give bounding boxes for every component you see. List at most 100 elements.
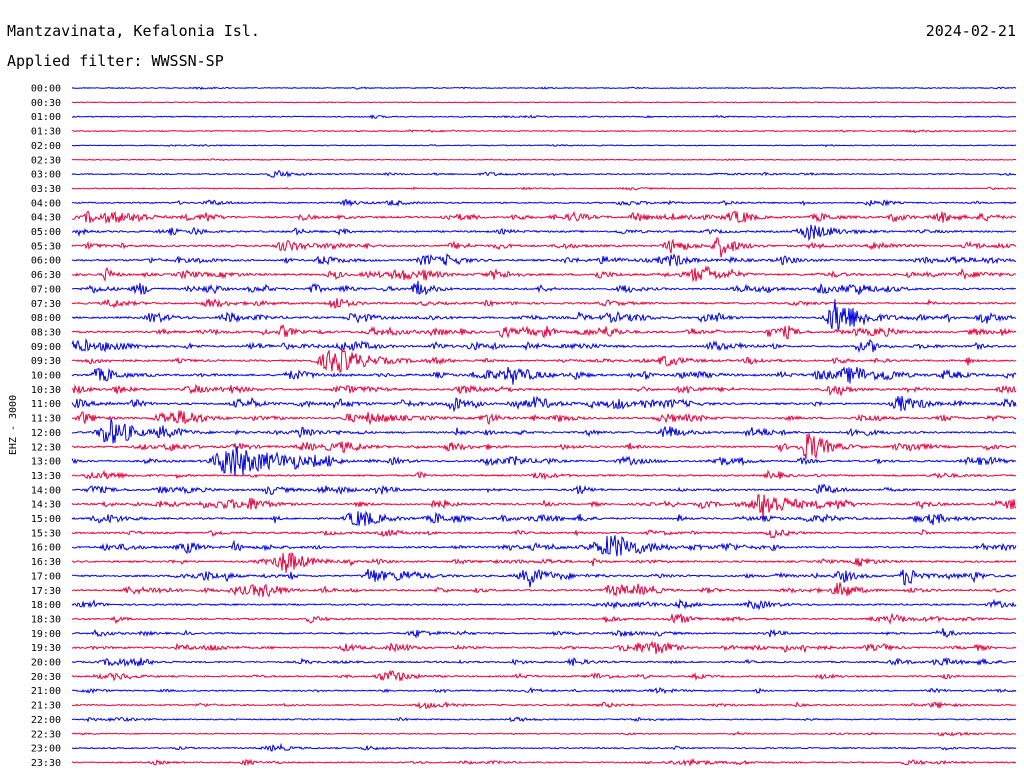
time-tick-label: 10:30 (31, 385, 61, 396)
trace-line-1700 (71, 568, 1017, 588)
trace-line-1200 (71, 418, 1017, 444)
trace-line-1830 (71, 612, 1017, 625)
time-tick-label: 03:00 (31, 170, 61, 181)
trace-line-1330 (71, 469, 1017, 481)
trace-line-0330 (71, 186, 1017, 191)
trace-line-0100 (71, 114, 1017, 120)
time-tick-label: 04:00 (31, 198, 61, 209)
trace-line-0200 (72, 143, 1017, 148)
time-tick-label: 19:00 (31, 629, 61, 640)
time-tick-label: 11:30 (31, 414, 61, 425)
time-tick-label: 15:00 (31, 514, 61, 525)
trace-line-0830 (71, 323, 1017, 340)
seismic-traces (71, 86, 1017, 767)
trace-line-0630 (71, 265, 1016, 283)
time-tick-label: 12:00 (31, 428, 61, 439)
time-tick-label: 05:30 (31, 241, 61, 252)
time-tick-label: 14:00 (31, 485, 61, 496)
time-tick-label: 18:00 (31, 600, 61, 611)
time-tick-label: 13:30 (31, 471, 61, 482)
trace-line-1730 (71, 582, 1017, 598)
channel-label: EHZ - 3000 (8, 395, 19, 455)
trace-line-2100 (71, 686, 1017, 695)
trace-line-1530 (71, 528, 1017, 539)
trace-line-1500 (71, 510, 1017, 526)
time-tick-label: 21:00 (31, 686, 61, 697)
trace-line-1430 (71, 494, 1017, 520)
trace-line-0130 (71, 129, 1017, 134)
trace-line-0600 (71, 252, 1017, 268)
trace-line-1030 (71, 383, 1017, 397)
trace-line-0500 (72, 224, 1017, 242)
time-tick-label: 07:00 (31, 284, 61, 295)
trace-line-2000 (71, 656, 1017, 667)
time-tick-label: 08:30 (31, 327, 61, 338)
time-tick-label: 20:30 (31, 672, 61, 683)
time-tick-label: 20:00 (31, 658, 61, 669)
time-tick-label: 10:00 (31, 371, 61, 382)
time-tick-label: 14:30 (31, 500, 61, 511)
time-tick-label: 19:30 (31, 643, 61, 654)
trace-line-1630 (71, 552, 1017, 573)
time-tick-label: 03:30 (31, 184, 61, 195)
time-tick-label: 23:30 (31, 758, 61, 769)
trace-line-1600 (71, 535, 1017, 557)
time-tick-label: 22:00 (31, 715, 61, 726)
station-title: Mantzavinata, Kefalonia Isl. (7, 22, 260, 40)
trace-line-2330 (71, 758, 1016, 767)
time-tick-label: 00:30 (31, 98, 61, 109)
trace-line-0230 (71, 158, 1017, 161)
time-tick-label: 22:30 (31, 729, 61, 740)
time-tick-label: 01:00 (31, 112, 61, 123)
trace-line-1900 (71, 628, 1017, 639)
time-tick-label: 00:00 (31, 84, 61, 95)
time-tick-label: 18:30 (31, 614, 61, 625)
time-tick-label: 04:30 (31, 213, 61, 224)
trace-line-0030 (72, 101, 1017, 104)
trace-line-2300 (71, 742, 1017, 752)
time-tick-label: 17:00 (31, 571, 61, 582)
time-tick-label: 16:00 (31, 543, 61, 554)
trace-line-0400 (71, 198, 1017, 208)
time-tick-label: 05:00 (31, 227, 61, 238)
trace-line-0430 (72, 210, 1017, 225)
time-tick-label: 06:30 (31, 270, 61, 281)
trace-line-0530 (71, 236, 1017, 258)
trace-line-1000 (71, 366, 1017, 385)
time-tick-label: 02:30 (31, 155, 61, 166)
trace-line-0700 (71, 280, 1017, 296)
trace-line-2130 (72, 701, 1017, 710)
time-tick-label: 02:00 (31, 141, 61, 152)
trace-line-1800 (71, 598, 1017, 611)
time-tick-label: 21:30 (31, 701, 61, 712)
time-tick-label: 16:30 (31, 557, 61, 568)
trace-line-0730 (71, 298, 1017, 309)
trace-line-0000 (71, 86, 1017, 91)
trace-line-2030 (71, 669, 1017, 682)
trace-line-1230 (71, 433, 1017, 460)
trace-line-1400 (71, 483, 1017, 496)
time-tick-label: 13:00 (31, 457, 61, 468)
time-tick-label: 09:30 (31, 356, 61, 367)
trace-line-0900 (71, 337, 1017, 353)
filter-label: Applied filter: WWSSN-SP (7, 52, 224, 70)
time-tick-label: 23:00 (31, 744, 61, 755)
time-tick-label: 11:00 (31, 399, 61, 410)
trace-line-1300 (71, 445, 1017, 477)
time-tick-label: 07:30 (31, 299, 61, 310)
time-tick-label: 15:30 (31, 528, 61, 539)
trace-line-1130 (71, 410, 1017, 426)
date-label: 2024-02-21 (926, 22, 1016, 40)
trace-line-0300 (71, 169, 1017, 178)
time-tick-label: 06:00 (31, 256, 61, 267)
time-tick-label: 17:30 (31, 586, 61, 597)
time-ticks: 00:00 00:30 01:00 01:30 02:00 02:30 03:00 03:30… (31, 84, 61, 769)
time-tick-label: 09:00 (31, 342, 61, 353)
time-tick-label: 12:30 (31, 442, 61, 453)
time-tick-label: 08:00 (31, 313, 61, 324)
trace-line-2200 (72, 716, 1017, 723)
trace-line-2230 (71, 730, 1017, 737)
trace-line-1100 (71, 395, 1017, 413)
trace-line-0930 (71, 349, 1017, 374)
